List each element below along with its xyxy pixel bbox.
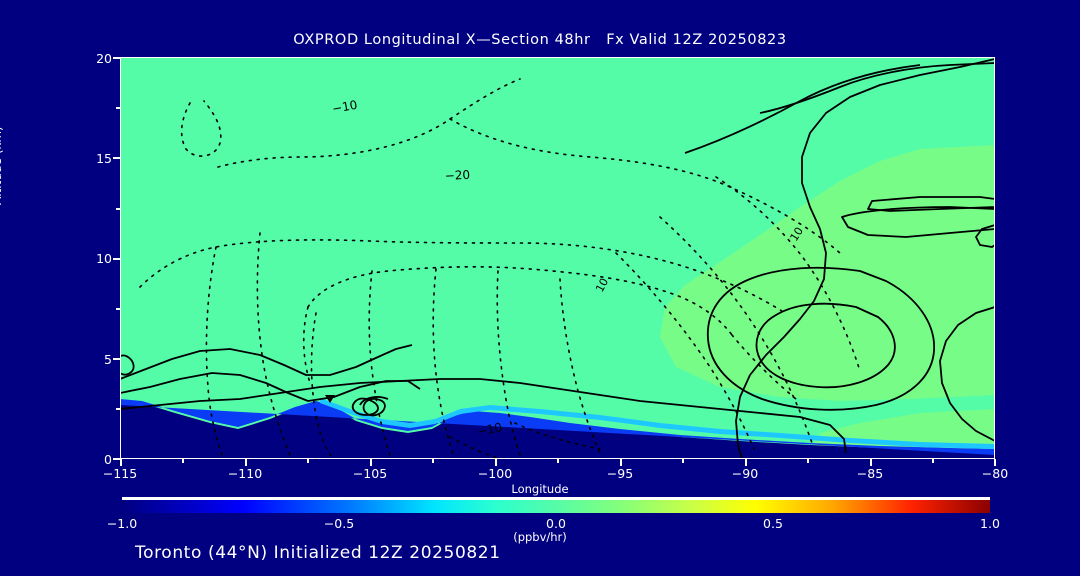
contour-label-neg20: −20 <box>444 168 470 183</box>
y-tick-minor-17 <box>116 107 120 109</box>
colorbar-tick--0.5: −0.5 <box>323 516 355 531</box>
x-tick-minor-5 <box>682 459 684 463</box>
colorbar-tick-0.0: 0.0 <box>546 516 566 531</box>
x-tick-mark--80 <box>994 459 996 466</box>
y-tick-mark-10 <box>113 258 120 260</box>
x-tick-label--95: −95 <box>606 466 634 481</box>
y-tick-mark-5 <box>113 358 120 360</box>
y-tick-label-15: 15 <box>96 151 112 166</box>
contour-label-neg10-upper: −10 <box>331 98 358 116</box>
fill-level-positive <box>660 145 995 401</box>
plot-area: −10 −20 10 −10 10 <box>120 57 995 459</box>
chart-title: OXPROD Longitudinal X—Section 48hr Fx Va… <box>293 32 787 48</box>
x-tick-label--110: −110 <box>227 466 263 481</box>
y-tick-mark-15 <box>113 157 120 159</box>
colorbar-top-rule <box>122 497 990 500</box>
x-tick-mark--110 <box>245 459 247 466</box>
colorbar-tick-1.0: 1.0 <box>980 516 1000 531</box>
x-tick-label--105: −105 <box>352 466 388 481</box>
x-tick-mark--90 <box>745 459 747 466</box>
y-tick-label-20: 20 <box>96 51 112 66</box>
y-tick-mark-20 <box>113 57 120 59</box>
contour-label-10-east: 10 <box>788 225 806 244</box>
x-tick-minor-3 <box>432 459 434 463</box>
negative-contours <box>139 78 861 459</box>
x-tick-label--90: −90 <box>731 466 759 481</box>
colorbar[interactable] <box>122 500 990 513</box>
fill-surface-negative <box>120 399 995 455</box>
x-tick-label--115: −115 <box>102 466 138 481</box>
station-init-label: Toronto (44°N) Initialized 12Z 20250821 <box>135 543 501 563</box>
y-tick-label-0: 0 <box>104 452 112 467</box>
fill-surface-transition <box>320 398 995 449</box>
x-tick-mark--95 <box>620 459 622 466</box>
y-tick-minor-12 <box>116 208 120 210</box>
y-tick-minor-2 <box>116 408 120 410</box>
colorbar-tick-0.5: 0.5 <box>763 516 783 531</box>
y-tick-mark-0 <box>113 458 120 460</box>
contour-label-10-mid: 10 <box>593 276 611 294</box>
x-tick-mark--115 <box>120 459 122 466</box>
contour-label-neg10-lower: −10 <box>476 420 504 439</box>
contour-plot-svg: −10 −20 10 −10 10 <box>120 57 995 459</box>
x-tick-minor-2 <box>307 459 309 463</box>
contour-label-group: −10 −20 10 −10 10 <box>331 98 806 439</box>
colorbar-tick--1.0: −1.0 <box>106 516 138 531</box>
x-tick-minor-7 <box>932 459 934 463</box>
colorbar-unit-label: (ppbv/hr) <box>513 530 567 544</box>
x-tick-minor-1 <box>182 459 184 463</box>
y-tick-minor-7 <box>116 308 120 310</box>
x-tick-label--100: −100 <box>477 466 513 481</box>
x-tick-minor-4 <box>557 459 559 463</box>
y-tick-label-5: 5 <box>104 352 112 367</box>
x-tick-label--85: −85 <box>856 466 884 481</box>
y-tick-label-10: 10 <box>96 251 112 266</box>
y-axis-title: Altitude (km) <box>0 126 4 205</box>
positive-contours <box>120 58 995 459</box>
x-tick-mark--100 <box>495 459 497 466</box>
x-tick-mark--105 <box>370 459 372 466</box>
x-axis-title: Longitude <box>511 482 569 496</box>
x-tick-mark--85 <box>870 459 872 466</box>
x-tick-minor-6 <box>807 459 809 463</box>
x-tick-label--80: −80 <box>981 466 1009 481</box>
